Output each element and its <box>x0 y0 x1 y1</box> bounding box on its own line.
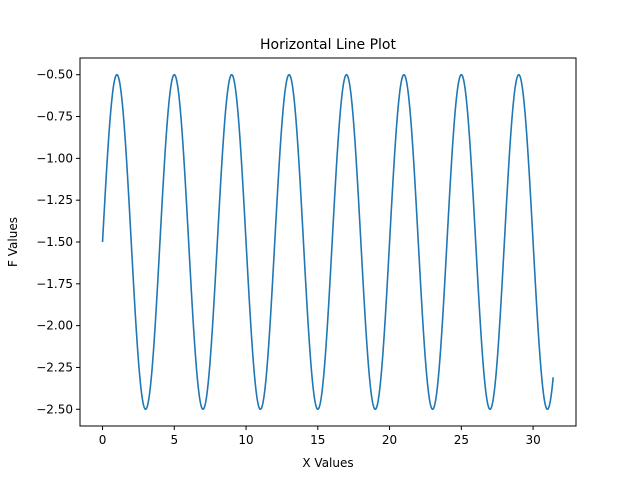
axes-frame <box>79 57 577 427</box>
y-axis-label: F Values <box>6 217 20 267</box>
chart-title: Horizontal Line Plot <box>260 37 396 53</box>
x-tick-label: 20 <box>382 433 397 447</box>
y-tick-label: −1.50 <box>36 235 73 249</box>
y-tick-label: −1.25 <box>36 193 73 207</box>
y-tick-label: −2.00 <box>36 319 73 333</box>
x-tick-label: 10 <box>238 433 253 447</box>
plot-area <box>101 73 554 411</box>
y-tick-label: −0.75 <box>36 110 73 124</box>
x-tick-label: 5 <box>170 433 178 447</box>
y-tick-label: −1.00 <box>36 151 73 165</box>
y-tick-label: −0.50 <box>36 68 73 82</box>
x-tick-label: 30 <box>525 433 540 447</box>
y-tick-label: −2.25 <box>36 360 73 374</box>
x-tick-label: 0 <box>99 433 107 447</box>
x-tick-label: 25 <box>454 433 469 447</box>
y-axis-ticks: −0.50 −0.75 −1.00 −1.25 −1.50 −1.75 −2.00 −2.25… <box>36 68 80 416</box>
y-tick-label: −2.50 <box>36 402 73 416</box>
x-axis-ticks: 0 5 10 15 20 25 30 <box>99 426 541 447</box>
y-tick-label: −1.75 <box>36 277 73 291</box>
x-tick-label: 15 <box>310 433 325 447</box>
series-line <box>101 73 554 411</box>
x-axis-label: X Values <box>302 456 353 470</box>
